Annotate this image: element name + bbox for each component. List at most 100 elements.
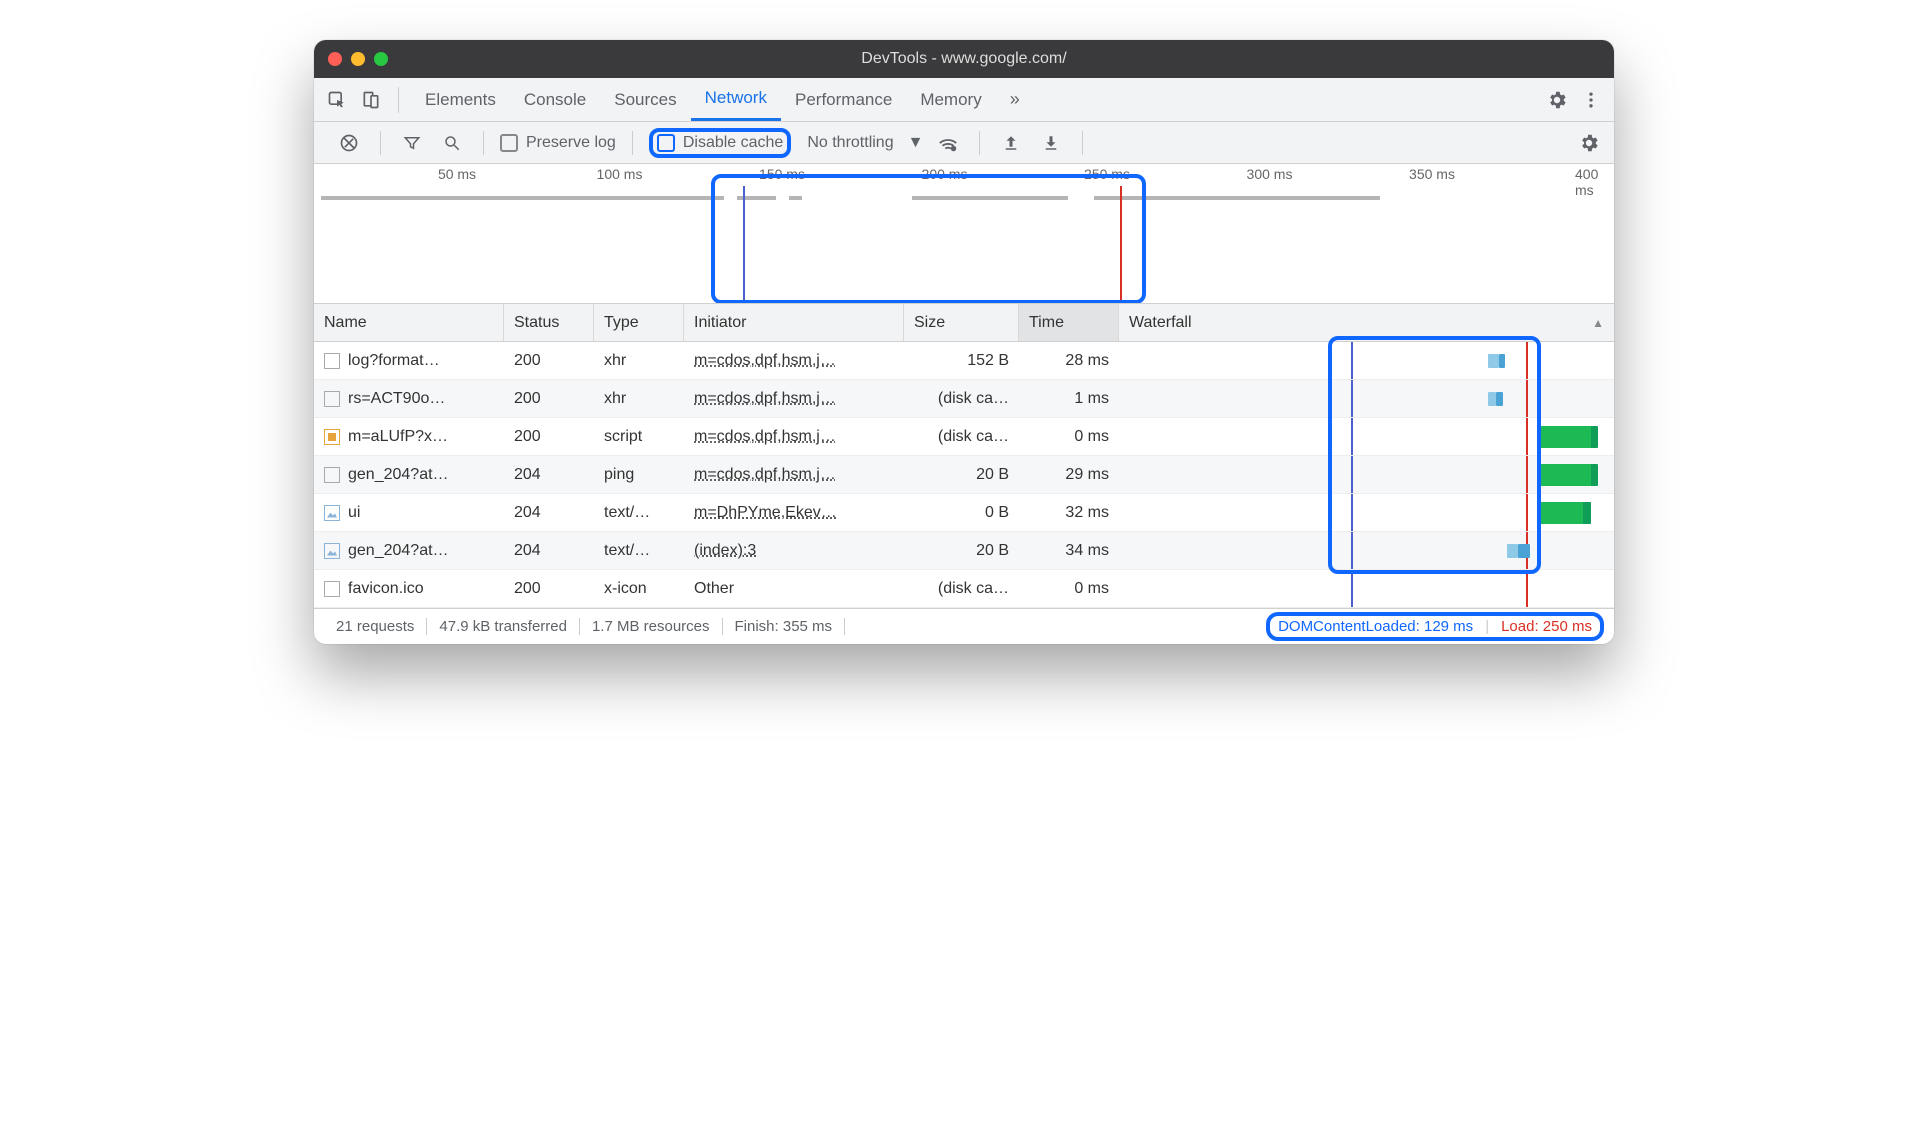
disable-cache-label: Disable cache [683, 134, 784, 152]
img-file-icon [324, 505, 340, 521]
request-time: 34 ms [1019, 532, 1119, 569]
request-type: text/… [594, 494, 684, 531]
tab-elements[interactable]: Elements [411, 78, 510, 121]
status-resources: 1.7 MB resources [580, 618, 723, 635]
clear-icon[interactable] [334, 128, 364, 158]
tick-label: 50 ms [438, 166, 476, 182]
status-requests: 21 requests [324, 618, 427, 635]
sort-indicator-icon: ▲ [1592, 316, 1604, 330]
request-type: text/… [594, 532, 684, 569]
request-name: rs=ACT90o… [348, 390, 445, 408]
status-dcl: DOMContentLoaded: 129 ms [1278, 618, 1473, 635]
request-status: 200 [504, 570, 594, 607]
status-finish: Finish: 355 ms [723, 618, 846, 635]
request-initiator[interactable]: (index):3 [694, 542, 756, 560]
filter-icon[interactable] [397, 128, 427, 158]
tick-label: 350 ms [1409, 166, 1455, 182]
chevron-down-icon: ▼ [908, 134, 924, 152]
script-file-icon [324, 429, 340, 445]
request-time: 1 ms [1019, 380, 1119, 417]
request-initiator[interactable]: m=cdos,dpf,hsm,j… [694, 466, 836, 484]
tab-sources[interactable]: Sources [600, 78, 690, 121]
request-status: 200 [504, 380, 594, 417]
waterfall-highlight [1328, 336, 1541, 574]
request-name: log?format… [348, 352, 440, 370]
network-settings-icon[interactable] [1574, 128, 1604, 158]
request-status: 200 [504, 342, 594, 379]
col-initiator[interactable]: Initiator [684, 304, 904, 341]
request-initiator[interactable]: m=DhPYme,Ekev… [694, 504, 837, 522]
timeline-highlight [711, 174, 1147, 304]
upload-icon[interactable] [996, 128, 1026, 158]
inspect-icon[interactable] [322, 85, 352, 115]
timeline-overview[interactable]: 50 ms100 ms150 ms200 ms250 ms300 ms350 m… [314, 164, 1614, 304]
titlebar: DevTools - www.google.com/ [314, 40, 1614, 78]
download-icon[interactable] [1036, 128, 1066, 158]
throttling-select[interactable]: No throttling ▼ [807, 134, 923, 152]
zoom-icon[interactable] [374, 52, 388, 66]
status-highlight: DOMContentLoaded: 129 ms | Load: 250 ms [1266, 612, 1604, 641]
request-type: x-icon [594, 570, 684, 607]
request-initiator[interactable]: m=cdos,dpf,hsm,j… [694, 390, 836, 408]
request-type: script [594, 418, 684, 455]
request-status: 204 [504, 456, 594, 493]
doc-file-icon [324, 581, 340, 597]
img-file-icon [324, 543, 340, 559]
tab-performance[interactable]: Performance [781, 78, 906, 121]
more-tabs-icon[interactable]: » [1000, 85, 1030, 115]
devtools-window: DevTools - www.google.com/ ElementsConso… [314, 40, 1614, 644]
request-type: xhr [594, 380, 684, 417]
request-status: 204 [504, 494, 594, 531]
col-size[interactable]: Size [904, 304, 1019, 341]
tab-memory[interactable]: Memory [906, 78, 995, 121]
settings-icon[interactable] [1542, 85, 1572, 115]
request-size: (disk ca… [904, 380, 1019, 417]
doc-file-icon [324, 353, 340, 369]
col-type[interactable]: Type [594, 304, 684, 341]
panel-tabs: ElementsConsoleSourcesNetworkPerformance… [314, 78, 1614, 122]
device-toggle-icon[interactable] [356, 85, 386, 115]
tick-label: 300 ms [1247, 166, 1293, 182]
request-name: gen_204?at… [348, 542, 449, 560]
request-time: 0 ms [1019, 570, 1119, 607]
request-size: 20 B [904, 532, 1019, 569]
network-conditions-icon[interactable] [933, 128, 963, 158]
throttling-label: No throttling [807, 134, 893, 152]
tick-label: 100 ms [597, 166, 643, 182]
request-waterfall [1119, 570, 1614, 607]
request-time: 29 ms [1019, 456, 1119, 493]
doc-file-icon [324, 391, 340, 407]
request-size: (disk ca… [904, 570, 1019, 607]
network-toolbar: Preserve log Disable cache No throttling… [314, 122, 1614, 164]
window-title: DevTools - www.google.com/ [314, 50, 1614, 68]
tab-console[interactable]: Console [510, 78, 600, 121]
request-type: xhr [594, 342, 684, 379]
status-bar: 21 requests 47.9 kB transferred 1.7 MB r… [314, 608, 1614, 644]
request-initiator[interactable]: m=cdos,dpf,hsm,j… [694, 428, 836, 446]
minimize-icon[interactable] [351, 52, 365, 66]
col-status[interactable]: Status [504, 304, 594, 341]
tab-network[interactable]: Network [691, 78, 781, 121]
doc-file-icon [324, 467, 340, 483]
kebab-menu-icon[interactable] [1576, 85, 1606, 115]
close-icon[interactable] [328, 52, 342, 66]
status-load: Load: 250 ms [1501, 618, 1592, 635]
request-size: (disk ca… [904, 418, 1019, 455]
request-initiator[interactable]: m=cdos,dpf,hsm,j… [694, 352, 836, 370]
disable-cache-checkbox[interactable]: Disable cache [649, 128, 792, 158]
request-initiator[interactable]: Other [694, 580, 734, 598]
request-name: gen_204?at… [348, 466, 449, 484]
request-name: ui [348, 504, 360, 522]
col-time[interactable]: Time [1019, 304, 1119, 341]
request-time: 32 ms [1019, 494, 1119, 531]
request-name: favicon.ico [348, 580, 424, 598]
request-status: 204 [504, 532, 594, 569]
preserve-log-checkbox[interactable]: Preserve log [500, 134, 616, 152]
request-size: 152 B [904, 342, 1019, 379]
table-row[interactable]: favicon.ico 200x-icon Other (disk ca…0 ms [314, 570, 1614, 608]
request-time: 0 ms [1019, 418, 1119, 455]
search-icon[interactable] [437, 128, 467, 158]
request-type: ping [594, 456, 684, 493]
traffic-lights [328, 52, 388, 66]
col-name[interactable]: Name [314, 304, 504, 341]
